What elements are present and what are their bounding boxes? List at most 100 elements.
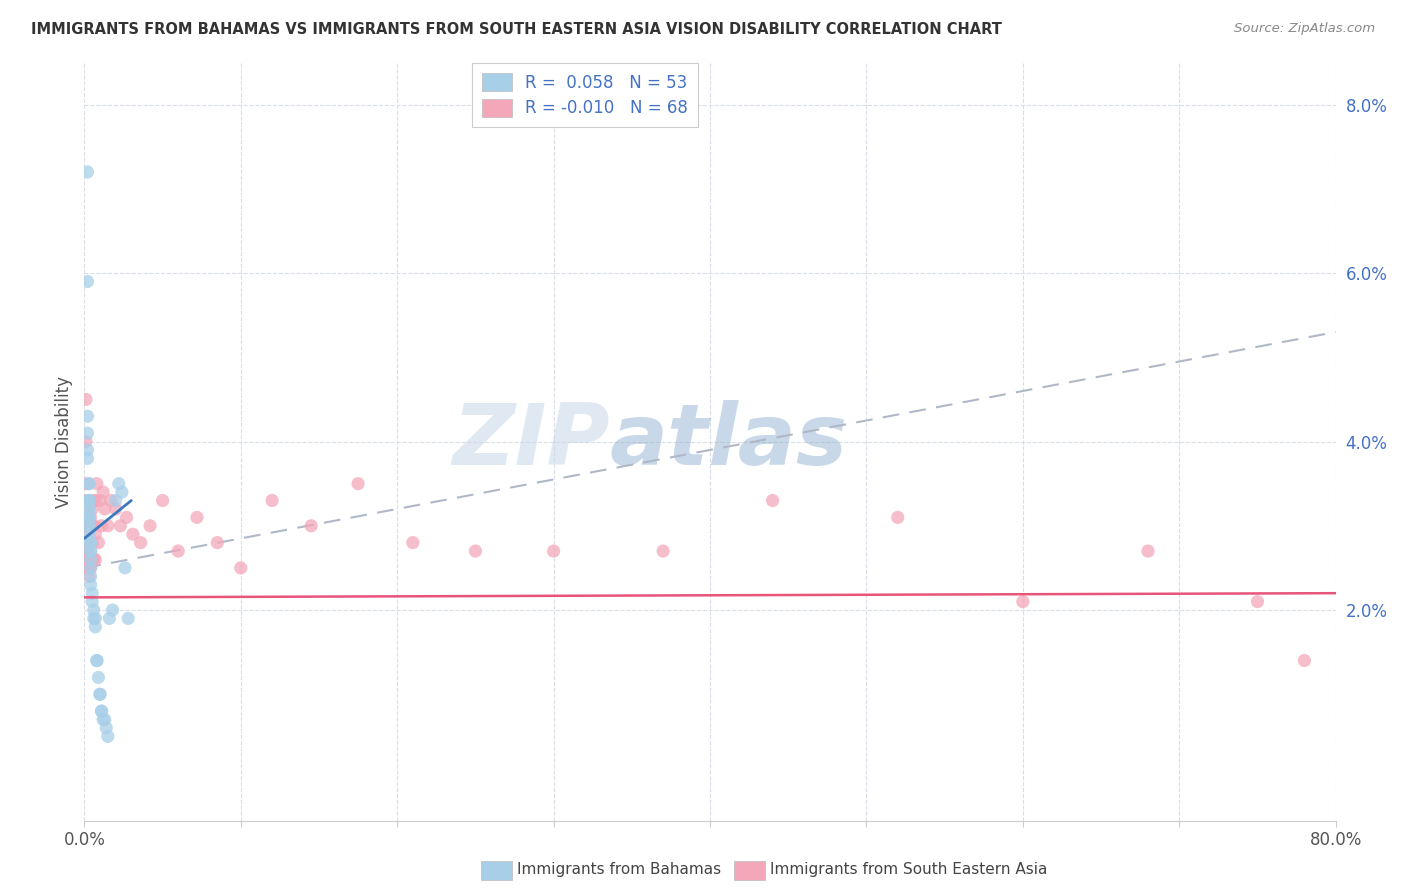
Point	[75, 535, 97, 549]
Point	[75, 392, 97, 407]
Point	[90, 704, 112, 718]
Point	[77, 569, 100, 583]
Point	[543, 544, 565, 558]
Point	[79, 544, 101, 558]
Point	[83, 603, 105, 617]
Text: ZIP: ZIP	[453, 400, 610, 483]
Point	[762, 493, 785, 508]
Point	[90, 704, 112, 718]
Point	[77, 510, 100, 524]
Point	[82, 552, 104, 566]
Point	[77, 476, 100, 491]
Point	[76, 275, 98, 289]
Point	[76, 409, 98, 424]
Point	[75, 552, 97, 566]
Point	[79, 544, 101, 558]
Point	[84, 527, 107, 541]
Point	[652, 544, 675, 558]
Point	[75, 493, 97, 508]
Point	[89, 687, 111, 701]
Point	[101, 603, 124, 617]
Point	[87, 670, 110, 684]
Point	[79, 569, 101, 583]
Point	[100, 493, 122, 508]
Point	[82, 502, 104, 516]
Text: Immigrants from Bahamas: Immigrants from Bahamas	[517, 863, 721, 877]
Point	[84, 620, 107, 634]
Point	[107, 476, 129, 491]
Point	[76, 561, 98, 575]
Point	[77, 510, 100, 524]
Text: Immigrants from South Eastern Asia: Immigrants from South Eastern Asia	[770, 863, 1047, 877]
Point	[75, 561, 97, 575]
Point	[77, 493, 100, 508]
Point	[77, 518, 100, 533]
Point	[83, 493, 105, 508]
Point	[79, 535, 101, 549]
Point	[77, 518, 100, 533]
Point	[76, 165, 98, 179]
Point	[86, 654, 108, 668]
Point	[129, 535, 152, 549]
Point	[93, 713, 115, 727]
Point	[887, 510, 910, 524]
Point	[299, 518, 322, 533]
Point	[229, 561, 252, 575]
Point	[93, 502, 115, 516]
Point	[91, 485, 114, 500]
Point	[104, 493, 127, 508]
Point	[90, 518, 112, 533]
Point	[1012, 594, 1035, 608]
Point	[464, 544, 486, 558]
Point	[1246, 594, 1268, 608]
Point	[91, 713, 114, 727]
Point	[82, 535, 104, 549]
Point	[83, 518, 105, 533]
Point	[96, 721, 118, 735]
Point	[77, 493, 100, 508]
Text: atlas: atlas	[610, 400, 848, 483]
Point	[79, 578, 101, 592]
Point	[75, 544, 97, 558]
Point	[76, 544, 98, 558]
Point	[75, 502, 97, 516]
Point	[75, 434, 97, 449]
Point	[75, 518, 97, 533]
Point	[89, 687, 111, 701]
Point	[75, 518, 97, 533]
Point	[87, 535, 110, 549]
Point	[97, 518, 120, 533]
Point	[82, 586, 104, 600]
Text: Source: ZipAtlas.com: Source: ZipAtlas.com	[1234, 22, 1375, 36]
Point	[82, 594, 104, 608]
Point	[77, 502, 100, 516]
Point	[79, 561, 101, 575]
Point	[79, 561, 101, 575]
Point	[84, 493, 107, 508]
Point	[121, 527, 143, 541]
Point	[84, 552, 107, 566]
Point	[76, 451, 98, 466]
Point	[86, 476, 108, 491]
Point	[97, 730, 120, 744]
Point	[104, 502, 127, 516]
Y-axis label: Vision Disability: Vision Disability	[55, 376, 73, 508]
Point	[1136, 544, 1159, 558]
Point	[114, 561, 136, 575]
Point	[186, 510, 208, 524]
Point	[79, 510, 101, 524]
Point	[76, 442, 98, 457]
Point	[76, 535, 98, 549]
Point	[77, 535, 100, 549]
Point	[110, 518, 132, 533]
Point	[77, 476, 100, 491]
Point	[75, 527, 97, 541]
Point	[262, 493, 284, 508]
Point	[167, 544, 190, 558]
Point	[76, 552, 98, 566]
Point	[347, 476, 370, 491]
Point	[117, 611, 139, 625]
Point	[79, 535, 101, 549]
Point	[83, 611, 105, 625]
Point	[115, 510, 138, 524]
